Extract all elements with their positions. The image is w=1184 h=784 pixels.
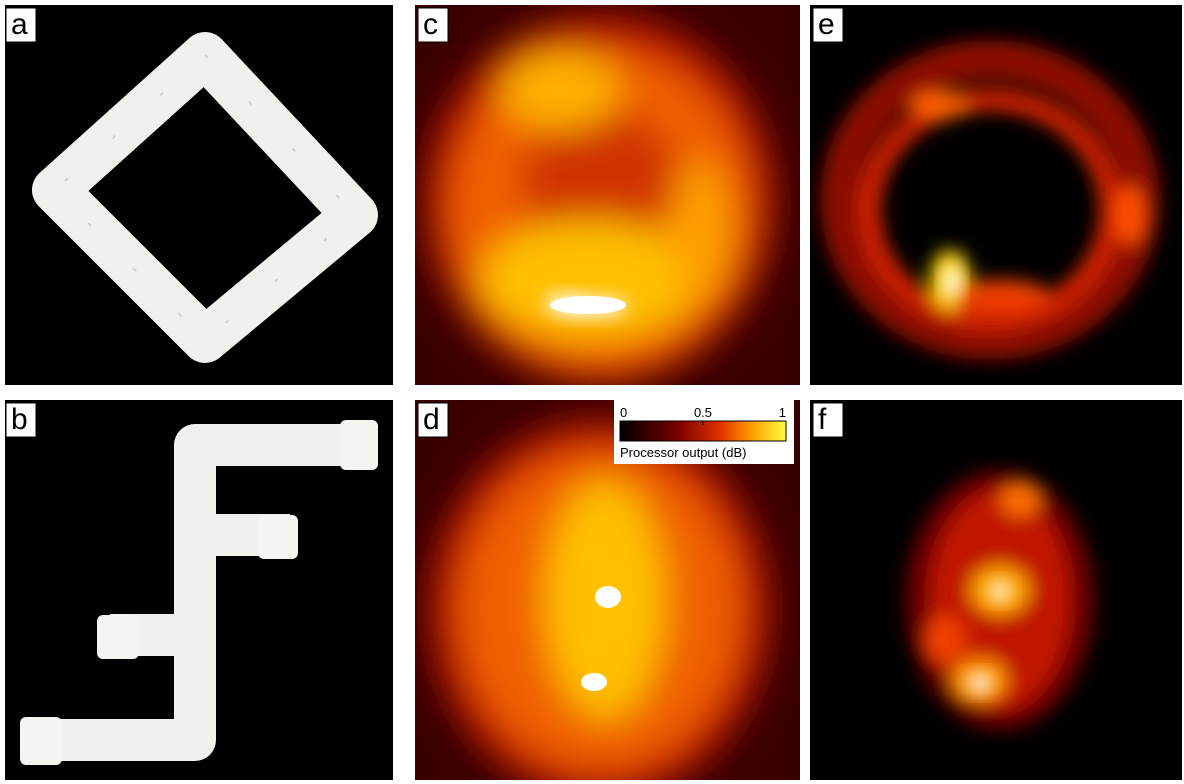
- colorbar-tick-label: 1: [779, 405, 786, 420]
- figure: a b c d Processor output (dB) 0 0.5 1: [0, 0, 1184, 784]
- panel-e: e: [810, 5, 1182, 385]
- heatmap-peak: [989, 581, 1011, 601]
- heatmap-peak: [943, 264, 961, 300]
- panel-label: a: [11, 8, 28, 41]
- panel-label: d: [423, 403, 440, 436]
- panel-label: e: [818, 8, 835, 41]
- heatmap-peak: [968, 673, 992, 693]
- heatmap-peak: [550, 296, 626, 314]
- panel-a: a: [5, 5, 393, 385]
- panel-b: b: [5, 400, 393, 780]
- heatmap-peak: [581, 673, 607, 691]
- pipe-cap: [97, 615, 139, 659]
- panel-c: c: [415, 5, 800, 385]
- colorbar-label: Processor output (dB): [620, 445, 746, 460]
- heatmap-peak: [595, 586, 621, 608]
- heatmap: [425, 15, 775, 385]
- panel-label: c: [423, 8, 438, 41]
- panel-d: d Processor output (dB) 0 0.5 1: [415, 400, 800, 784]
- panel-f: f: [810, 400, 1182, 780]
- pipe-cap: [258, 515, 298, 559]
- colorbar-tick-label: 0: [620, 405, 627, 420]
- panel-label: f: [818, 403, 827, 436]
- colorbar-tick-label: 0.5: [694, 405, 712, 420]
- pipe-cap: [340, 420, 378, 470]
- panel-label: b: [11, 403, 28, 436]
- pipe-cap: [20, 717, 62, 765]
